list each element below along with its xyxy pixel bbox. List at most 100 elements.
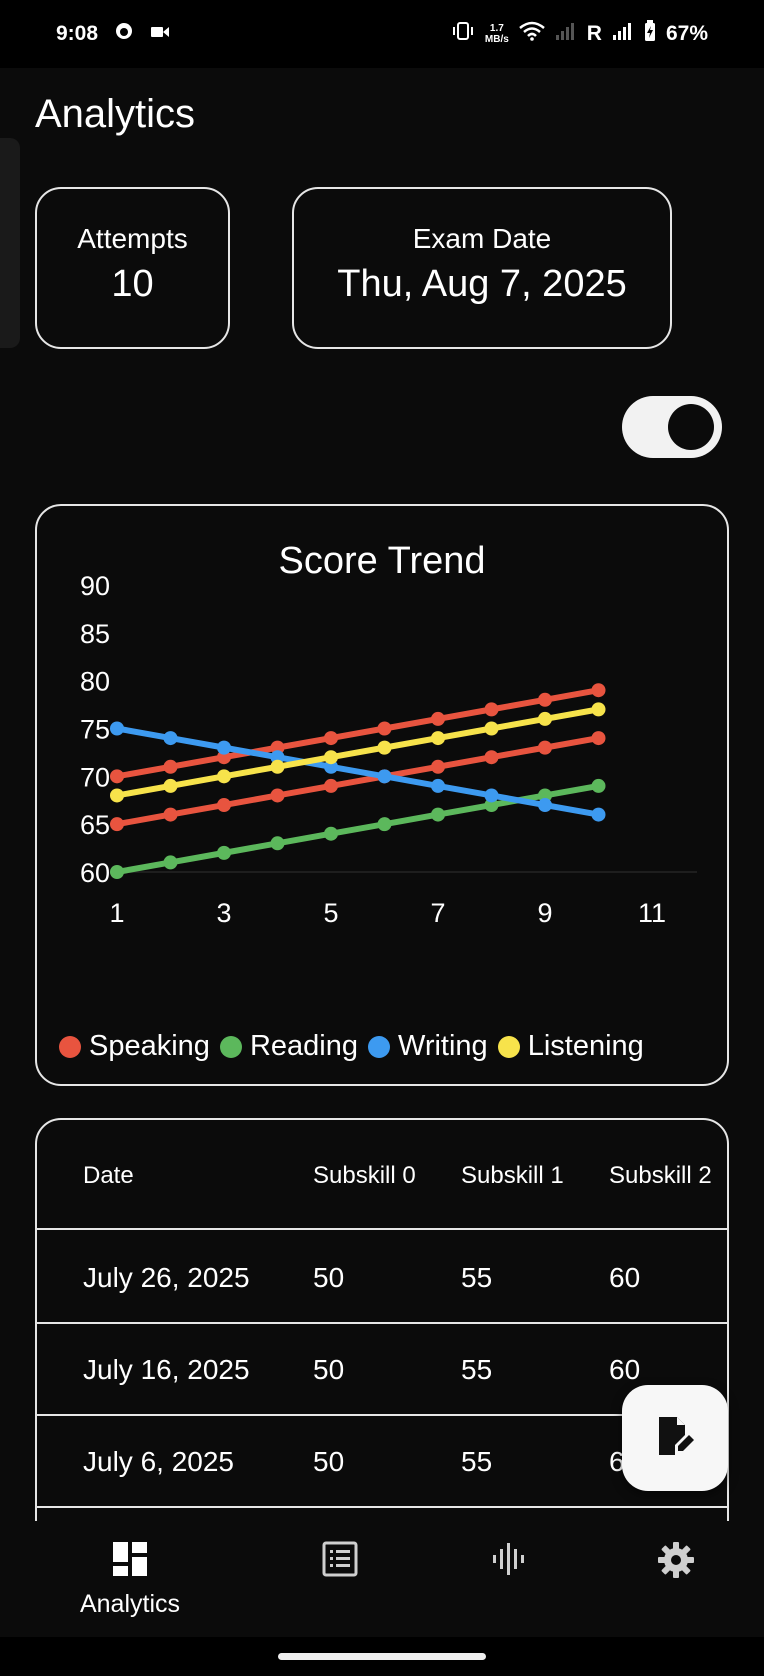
table-row: July 26, 2025 50 55 60 — [37, 1232, 727, 1324]
nav-analytics[interactable]: Analytics — [40, 1541, 220, 1619]
dashboard-icon — [112, 1542, 148, 1581]
header-subskill-2: Subskill 2 — [609, 1162, 712, 1189]
header-subskill-0: Subskill 0 — [313, 1162, 416, 1189]
data-point-listening — [110, 788, 124, 803]
x-tick-label: 7 — [430, 898, 445, 928]
score-trend-card: Score Trend 60 65 70 75 80 85 90 1 3 5 7 9 11 Speaki… — [35, 504, 729, 1086]
gear-icon — [657, 1542, 695, 1583]
data-point-speaking — [217, 798, 231, 813]
data-point-speaking — [163, 759, 178, 774]
vibrate-icon — [451, 21, 475, 47]
data-point-reading — [217, 845, 231, 860]
data-point-writing — [377, 769, 392, 784]
nav-audio[interactable] — [418, 1541, 598, 1582]
data-point-listening — [270, 759, 285, 774]
cell-subskill-0: 50 — [313, 1446, 345, 1477]
data-point-listening — [591, 702, 606, 717]
series-line-writing — [114, 725, 602, 818]
attempts-label: Attempts — [77, 223, 188, 254]
status-bar: 9:08 1.7 MB/s R — [0, 0, 764, 68]
cell-subskill-0: 50 — [313, 1262, 345, 1293]
chart-title: Score Trend — [278, 540, 486, 582]
data-point-reading — [431, 807, 445, 822]
header-subskill-1: Subskill 1 — [461, 1162, 564, 1189]
x-tick-label: 9 — [537, 898, 552, 928]
data-point-reading — [377, 817, 392, 832]
data-point-writing — [538, 798, 552, 813]
exam-date-value: Thu, Aug 7, 2025 — [337, 263, 627, 305]
x-tick-label: 5 — [323, 898, 338, 928]
camera-icon — [114, 21, 134, 47]
legend-item-reading: Reading — [219, 1030, 358, 1063]
legend-item-speaking: Speaking — [59, 1030, 210, 1063]
cell-subskill-2: 60 — [609, 1354, 641, 1385]
exam-date-label: Exam Date — [412, 223, 552, 254]
chart-legend: Speaking Reading Writing Listening — [59, 1030, 644, 1063]
y-tick-label: 60 — [80, 858, 110, 888]
wifi-icon — [518, 21, 545, 47]
edit-note-icon — [655, 1415, 695, 1462]
data-point-listening — [484, 721, 499, 736]
data-point-speaking — [270, 740, 285, 755]
view-toggle-switch[interactable] — [622, 396, 722, 458]
home-gesture-bar[interactable] — [278, 1653, 486, 1660]
data-point-speaking — [538, 740, 552, 755]
bottom-navigation: Analytics — [0, 1521, 764, 1637]
data-point-listening — [538, 711, 552, 726]
video-icon — [150, 22, 170, 46]
attempts-card: Attempts 10 — [35, 187, 230, 349]
data-point-speaking — [484, 702, 499, 717]
legend-dot — [219, 1035, 242, 1058]
legend-label: Listening — [527, 1030, 644, 1062]
data-point-speaking — [377, 721, 392, 736]
exam-date-card[interactable]: Exam Date Thu, Aug 7, 2025 — [292, 187, 672, 349]
data-point-speaking — [591, 731, 606, 746]
data-point-reading — [484, 798, 499, 813]
legend-label: Reading — [249, 1030, 358, 1062]
cell-subskill-0: 50 — [313, 1354, 345, 1385]
cell-subskill-1: 55 — [461, 1262, 493, 1293]
y-tick-label: 80 — [80, 667, 110, 697]
data-point-writing — [591, 807, 606, 822]
roaming-indicator: R — [586, 22, 602, 45]
battery-icon — [644, 20, 656, 48]
series-line-listening — [114, 706, 602, 799]
data-point-speaking — [538, 692, 552, 707]
list-icon — [322, 1541, 358, 1581]
data-point-speaking — [431, 759, 445, 774]
edit-fab-button[interactable] — [622, 1385, 728, 1491]
data-point-writing — [484, 788, 499, 803]
legend-label: Speaking — [89, 1030, 210, 1062]
score-trend-chart: 60 65 70 75 80 85 90 1 3 5 7 9 11 — [80, 571, 697, 928]
data-point-reading — [538, 788, 552, 803]
y-tick-label: 75 — [80, 715, 110, 745]
data-point-reading — [270, 836, 285, 851]
legend-label: Writing — [397, 1030, 488, 1062]
data-point-listening — [431, 731, 445, 746]
cell-date: July 26, 2025 — [83, 1262, 250, 1293]
data-point-reading — [324, 826, 338, 841]
edge-panel-handle[interactable] — [0, 138, 20, 348]
data-point-writing — [163, 731, 178, 746]
cell-subskill-1: 55 — [461, 1446, 493, 1477]
series-line-speaking — [114, 735, 602, 828]
data-point-speaking — [591, 683, 606, 698]
nav-settings[interactable] — [586, 1541, 764, 1584]
data-point-writing — [270, 750, 285, 765]
net-speed: 1.7 MB/s — [484, 23, 509, 45]
status-time: 9:08 — [56, 22, 99, 45]
y-tick-label: 70 — [80, 762, 110, 792]
legend-item-listening: Listening — [497, 1030, 644, 1063]
data-point-speaking — [270, 788, 285, 803]
attempts-value: 10 — [111, 263, 154, 305]
data-point-listening — [163, 778, 178, 793]
data-point-speaking — [484, 750, 499, 765]
y-tick-label: 90 — [80, 571, 110, 601]
data-point-writing — [431, 778, 445, 793]
data-point-listening — [324, 750, 338, 765]
data-point-reading — [591, 778, 606, 793]
nav-list[interactable] — [250, 1541, 430, 1582]
audio-wave-icon — [490, 1543, 526, 1581]
data-point-listening — [377, 740, 392, 755]
